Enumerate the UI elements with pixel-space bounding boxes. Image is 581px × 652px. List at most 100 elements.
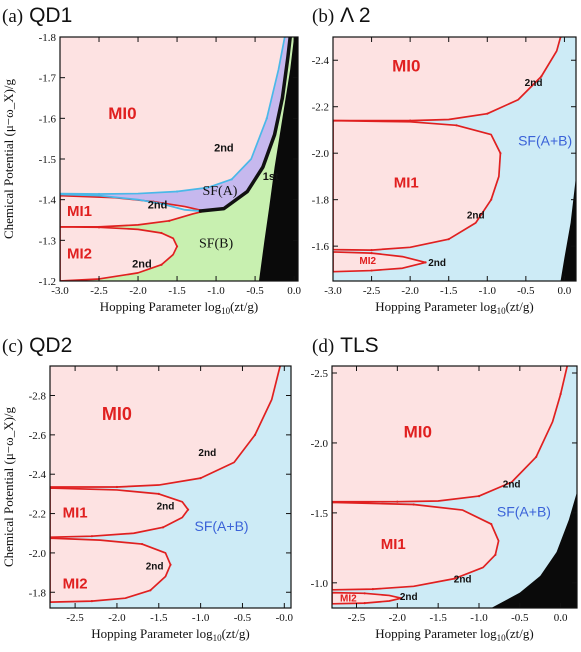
y-tick-label: -1.4 [39,195,57,207]
y-tick-label: -2.4 [29,469,47,481]
region-label: MI0 [108,104,136,123]
mi2-region-boundary [333,251,427,273]
region-label: 2nd [157,501,175,512]
x-tick-label: -0.5 [517,285,535,297]
panel-label: (a) [2,6,23,27]
x-tick-label: -2.5 [90,285,108,297]
panel-title: Λ 2 [340,4,370,27]
mi0-region-boundary [333,37,562,122]
boundary-point [90,535,93,538]
region-label: 2nd [428,258,446,269]
boundary-point [400,597,403,600]
panel-c-heading: (c) QD2 [2,334,72,357]
region-label: MI1 [381,536,406,553]
panel-title: QD1 [29,4,72,27]
boundary-point [175,245,179,248]
boundary-point [160,231,163,235]
y-tick-label: -2.8 [29,391,47,403]
region-label: 2nd [198,448,216,459]
mi1-region [333,120,501,251]
mi2-region [60,226,178,281]
mi1-region-boundary [333,119,502,251]
x-tick-label: -1.0 [192,612,210,624]
x-tick-label: 0.0 [558,285,572,297]
region-label: MI2 [67,246,92,263]
boundary-point [447,238,450,241]
panel-d-heading: (d) TLS [312,334,379,357]
boundary-point [455,124,458,127]
first-order-boundary [198,37,292,213]
boundary-point [424,261,427,264]
x-tick-label: -1.0 [207,285,225,297]
y-tick-label: -1.7 [39,73,57,85]
mi1-region [50,487,189,538]
panel-b-heading: (b) Λ 2 [312,4,371,27]
y-tick-label: -1.8 [29,587,47,599]
cyan-boundary-upper [60,193,202,212]
x-tick-label: -1.5 [440,285,458,297]
y-tick-label: -1.6 [312,241,330,253]
panel-a: (a) QD1 MI2 MI1 MI0 SF(B) SF(A) 2nd 2nd 1st 2nd -3.… [1,4,301,316]
x-tick-label: 0.0 [287,285,301,297]
y-axis-label: Chemical Potential (μ−ω_X)/g [1,406,16,567]
region-label: MI0 [102,404,132,424]
region-label: SF(A+B) [497,504,551,520]
boundary-point [490,198,493,201]
y-tick-label: -2.6 [29,430,47,442]
region-label: SF(A+B) [195,518,249,534]
region-label: SF(A+B) [518,132,572,148]
y-tick-label: -1.8 [39,32,57,44]
panel-label: (d) [312,336,334,357]
boundary-point [265,117,268,120]
plot-frame [49,365,292,609]
boundary-point [370,252,373,255]
y-tick-label: -1.5 [311,508,329,520]
mi2-region-boundary [60,226,178,281]
boundary-point [453,577,456,580]
boundary-point [140,542,144,546]
y-axis-label: Chemical Potential (μ−ω_X)/g [1,78,16,239]
boundary-point [175,190,179,193]
region-label: MI1 [67,203,92,220]
region-label: MI0 [392,57,420,76]
panel-a-heading: (a) QD1 [2,4,72,27]
x-tick-label: -0.5 [246,285,264,297]
boundary-point [90,600,93,603]
panel-title: TLS [340,334,379,357]
y-tick-label: -2.0 [312,148,330,160]
x-tick-label: -2.0 [401,285,419,297]
region-label: 2nd [214,143,234,155]
x-tick-label: -1.0 [470,612,488,624]
mi2-region-boundary [332,591,403,605]
y-tick-label: -2.0 [311,438,329,450]
x-tick-label: -0.0 [276,612,294,624]
mi0-region-boundary [60,37,286,195]
panel-label: (b) [312,6,334,27]
region-label: 2nd [454,575,472,586]
boundary-point [396,500,399,503]
region-label: 2nd [400,592,418,603]
y-tick-label: -1.8 [312,195,330,207]
region-label: 2nd [148,200,168,212]
y-tick-label: -2.5 [311,368,329,380]
x-tick-label: 0.0 [554,612,568,624]
y-tick-label: -2.2 [29,509,46,521]
y-tick-label: -2.0 [29,548,47,560]
region-label: 2nd [525,78,543,89]
mi0-region [50,366,281,487]
y-tick-label: -1.0 [311,578,329,590]
boundary-point [540,75,543,78]
panel-label: (c) [2,336,23,357]
boundary-point [363,592,366,595]
mi2-region [50,538,171,603]
x-tick-label: -2.0 [108,612,126,624]
boundary-point [149,589,152,592]
x-axis-label: Hopping Parameter log10(zt/g) [100,299,258,316]
boundary-point [499,152,502,155]
y-tick-label: -2.2 [312,102,329,114]
region-label: 2nd [132,259,152,271]
region-label: SF(B) [199,237,234,252]
boundary-point [370,269,373,272]
black-region [258,37,298,281]
